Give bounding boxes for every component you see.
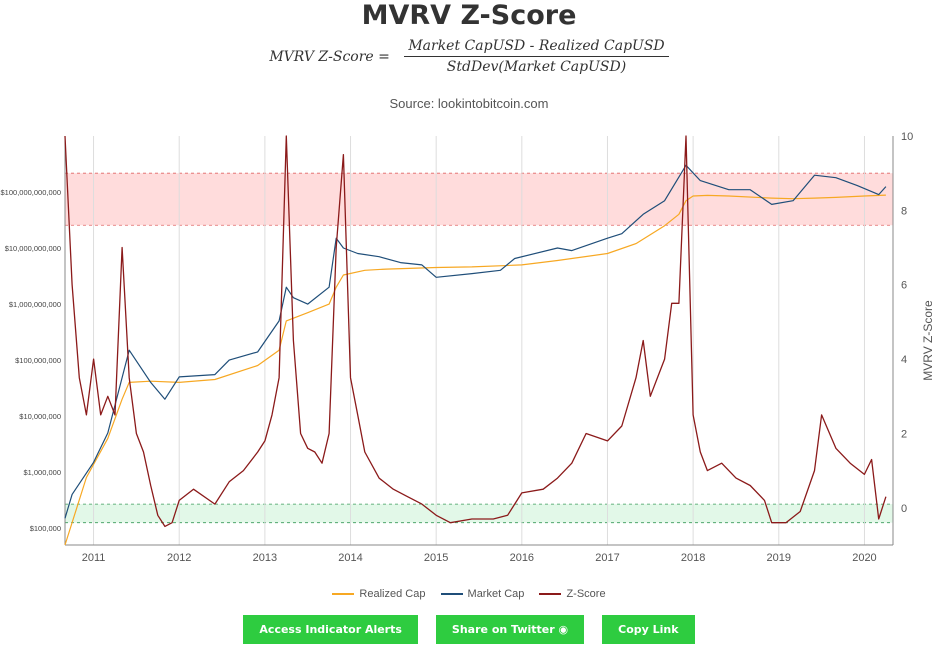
legend-label-z-score: Z-Score: [566, 588, 606, 600]
z-score-line: [64, 135, 887, 528]
chart-legend: Realized Cap Market Cap Z-Score: [0, 588, 938, 600]
y-left-tick-label: $10,000,000: [19, 412, 61, 421]
formula-denominator: StdDev(Market CapUSD): [446, 59, 627, 75]
legend-swatch-realized-cap: [332, 593, 355, 596]
y-left-tick-label: $10,000,000,000: [5, 244, 61, 253]
legend-label-market-cap: Market Cap: [467, 588, 525, 600]
y-left-tick-label: $100,000,000: [15, 356, 61, 365]
x-tick-label: 2011: [82, 552, 106, 564]
y-right-tick-label: 0: [901, 503, 907, 515]
realized-cap-line: [64, 194, 886, 546]
copy-link-button[interactable]: Copy Link: [602, 615, 695, 644]
formula-fraction: Market CapUSD - Realized CapUSD StdDev(M…: [404, 38, 669, 75]
legend-item-realized-cap[interactable]: Realized Cap: [332, 588, 425, 600]
x-tick-label: 2019: [767, 552, 791, 564]
y-right-tick-label: 4: [901, 354, 907, 366]
y-right-axis-label: MVRV Z-Score: [921, 300, 935, 381]
legend-item-market-cap[interactable]: Market Cap: [440, 588, 525, 600]
y-right-tick-label: 6: [901, 280, 907, 292]
x-tick-label: 2015: [424, 552, 448, 564]
button-row: Access Indicator Alerts Share on Twitter …: [0, 615, 938, 644]
legend-swatch-z-score: [539, 593, 562, 596]
y-right-tick-label: 2: [901, 428, 907, 440]
share-twitter-label: Share on Twitter: [451, 623, 555, 636]
formula-lhs: MVRV Z-Score =: [269, 48, 390, 65]
x-tick-label: 2020: [852, 552, 876, 564]
x-tick-label: 2012: [167, 552, 191, 564]
undervalued-zone-band: [65, 504, 893, 523]
source-credit: Source: lookintobitcoin.com: [389, 96, 549, 111]
x-tick-label: 2018: [681, 552, 705, 564]
overvalued-zone-band: [65, 173, 893, 226]
x-tick-label: 2014: [338, 552, 362, 564]
share-twitter-button[interactable]: Share on Twitter ◉: [435, 615, 585, 644]
legend-swatch-market-cap: [440, 593, 463, 596]
page-title: MVRV Z-Score: [361, 0, 577, 31]
twitter-bird-icon: ◉: [558, 623, 569, 636]
formula-numerator: Market CapUSD - Realized CapUSD: [404, 38, 669, 57]
y-left-tick-label: $100,000,000,000: [1, 188, 61, 197]
y-right-tick-label: 8: [901, 205, 907, 217]
market-cap-line: [64, 164, 887, 519]
legend-item-z-score[interactable]: Z-Score: [539, 588, 606, 600]
legend-label-realized-cap: Realized Cap: [359, 588, 426, 600]
mvrv-chart[interactable]: 2011 2012 2013 2014 2015 2016 2017 2018 2019 2020…: [0, 125, 938, 580]
y-left-tick-label: $1,000,000: [23, 468, 61, 477]
formula: MVRV Z-Score = Market CapUSD - Realized …: [0, 38, 938, 75]
x-tick-label: 2013: [253, 552, 277, 564]
access-alerts-button[interactable]: Access Indicator Alerts: [243, 615, 418, 644]
y-right-tick-label: 10: [901, 131, 913, 143]
x-tick-label: 2016: [510, 552, 534, 564]
y-left-tick-label: $100,000: [30, 524, 61, 533]
y-left-tick-label: $1,000,000,000: [9, 300, 61, 309]
x-tick-label: 2017: [595, 552, 619, 564]
